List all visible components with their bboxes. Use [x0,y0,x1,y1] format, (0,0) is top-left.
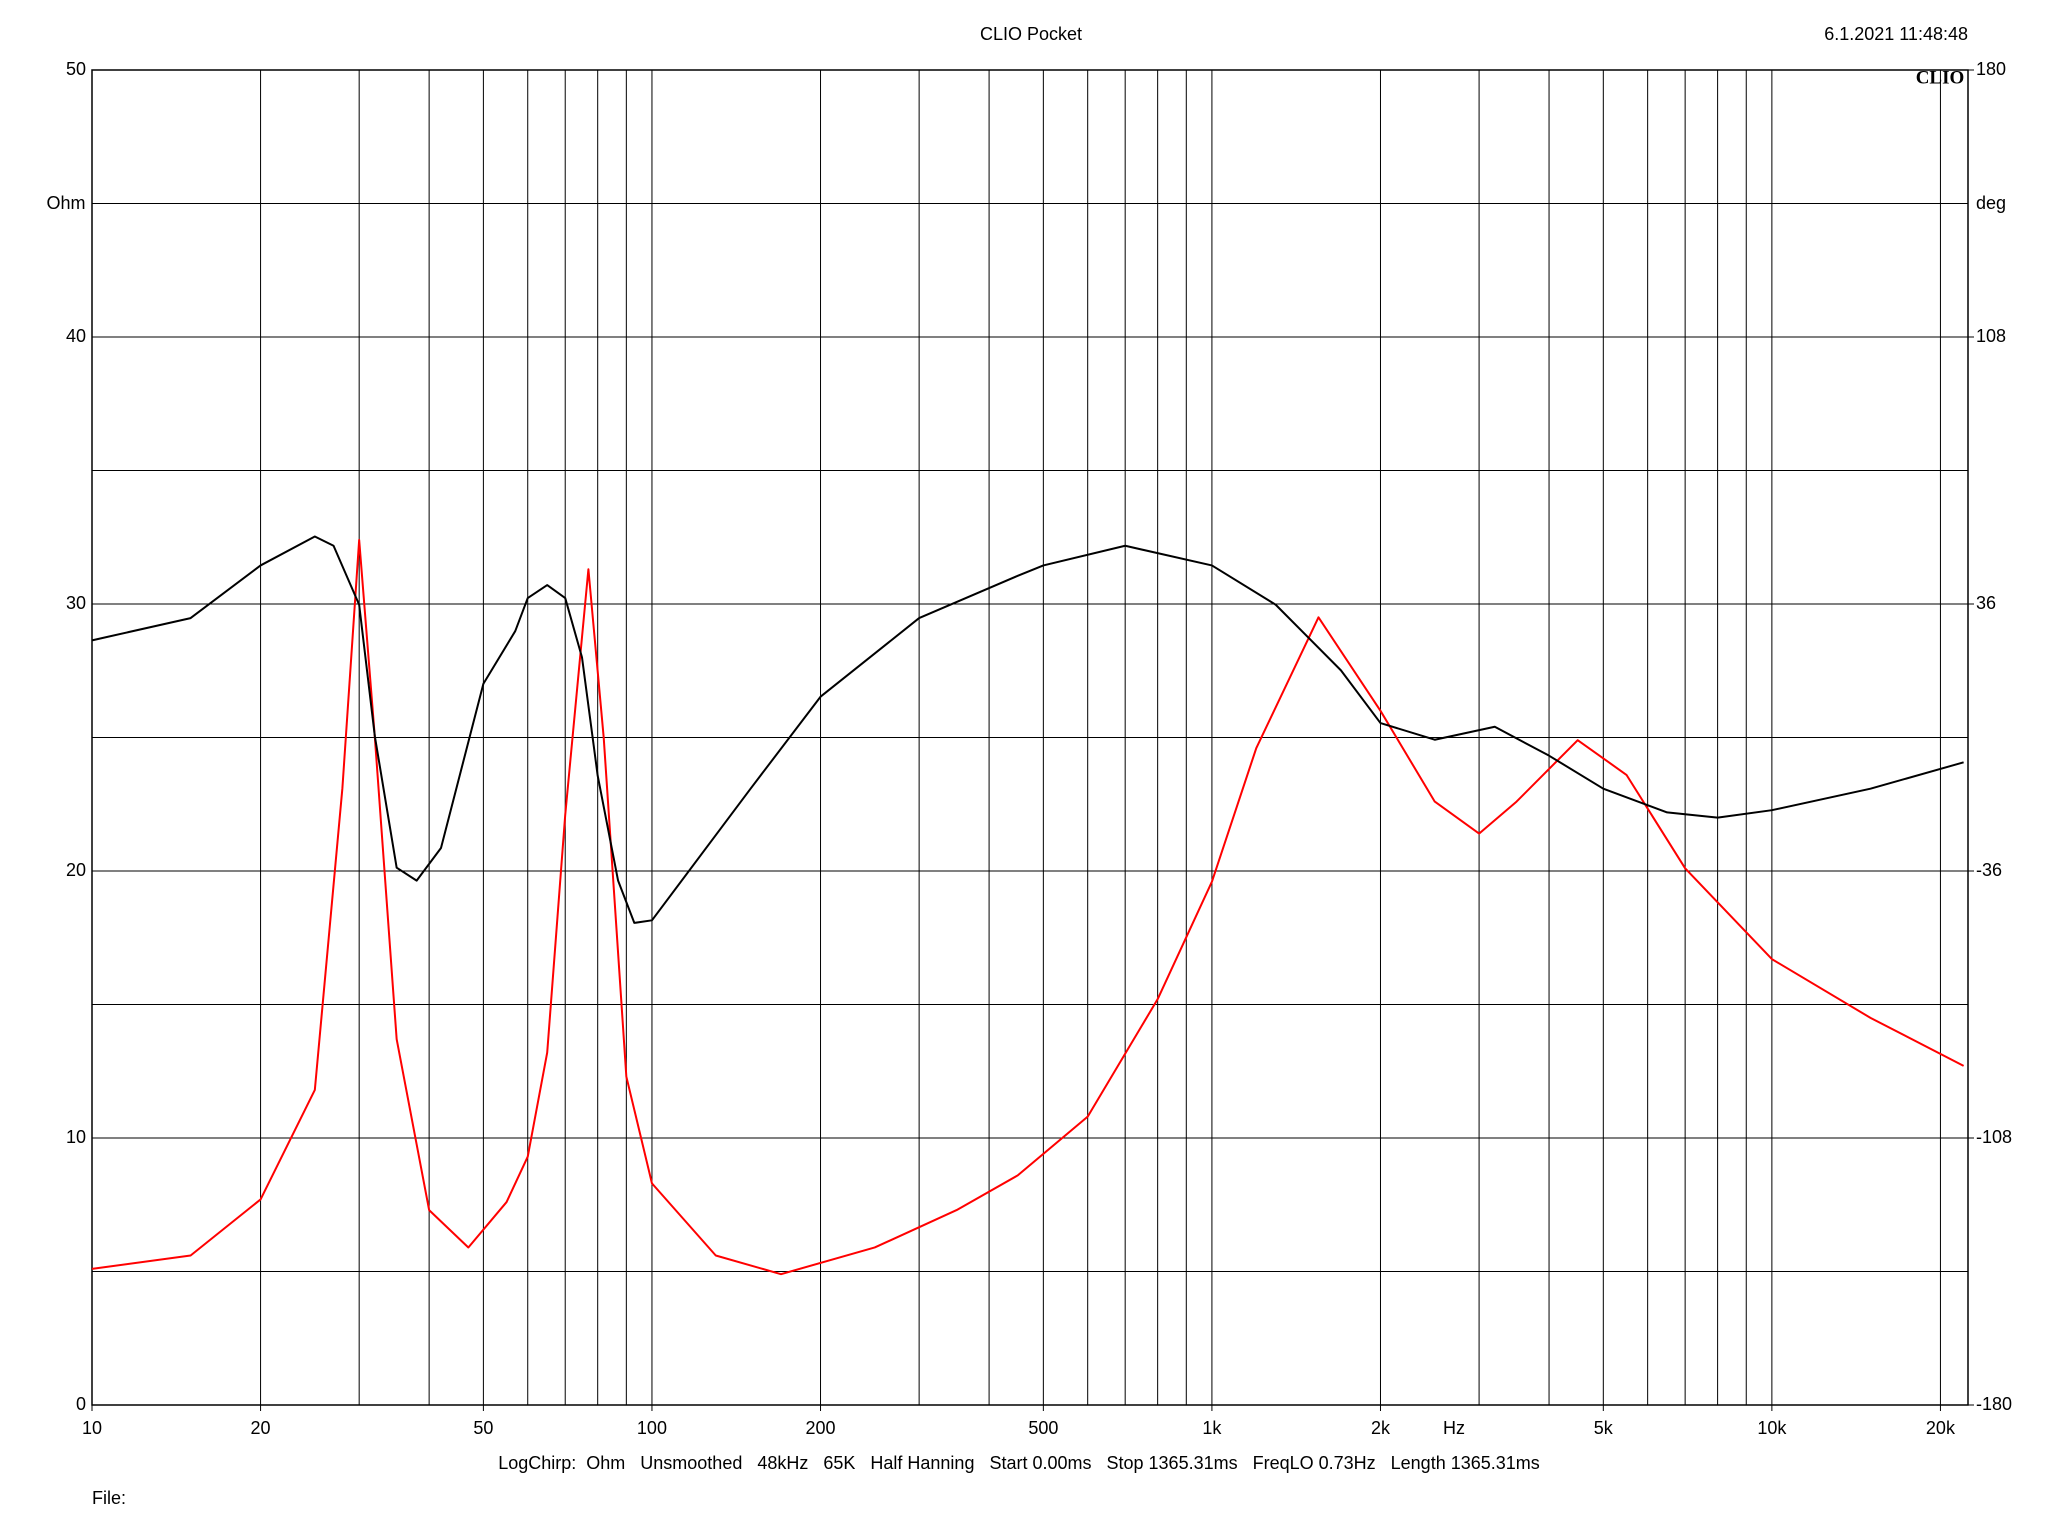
x-tick-label: 20k [1926,1418,1956,1438]
footer: LogChirp: Ohm Unsmoothed 48kHz 65K Half … [498,1453,1540,1473]
y2-tick-label: -108 [1976,1127,2012,1147]
data-line [91,538,1965,1276]
y2-tick-label: 108 [1976,326,2006,346]
file-label: File: [92,1488,126,1508]
y-tick-label: 50 [66,59,86,79]
y-tick-label: 0 [76,1394,86,1414]
x-tick-label: 2k [1371,1418,1391,1438]
x-axis-label: Hz [1443,1418,1465,1438]
y-tick-label: 40 [66,326,86,346]
data-line [91,535,1964,924]
y2-tick-label: -180 [1976,1394,2012,1414]
y2-axis-label: deg [1976,193,2006,213]
x-tick-label: 500 [1028,1418,1058,1438]
x-tick-label: 10k [1757,1418,1787,1438]
x-tick-label: 1k [1202,1418,1222,1438]
x-tick-label: 200 [805,1418,835,1438]
y-tick-label: 10 [66,1127,86,1147]
y2-tick-label: 36 [1976,593,1996,613]
x-tick-label: 20 [251,1418,271,1438]
x-tick-label: 100 [637,1418,667,1438]
chart-title: CLIO Pocket [980,24,1082,44]
plot-frame [91,69,1969,1406]
y-tick-label: 30 [66,593,86,613]
y-tick-label: 20 [66,860,86,880]
timestamp: 6.1.2021 11:48:48 [1824,24,1968,44]
y2-tick-label: 180 [1976,59,2006,79]
x-tick-label: 50 [473,1418,493,1438]
x-tick-label: 10 [82,1418,102,1438]
x-tick-label: 5k [1594,1418,1614,1438]
y-axis-label: Ohm [46,193,85,213]
y2-tick-label: -36 [1976,860,2002,880]
